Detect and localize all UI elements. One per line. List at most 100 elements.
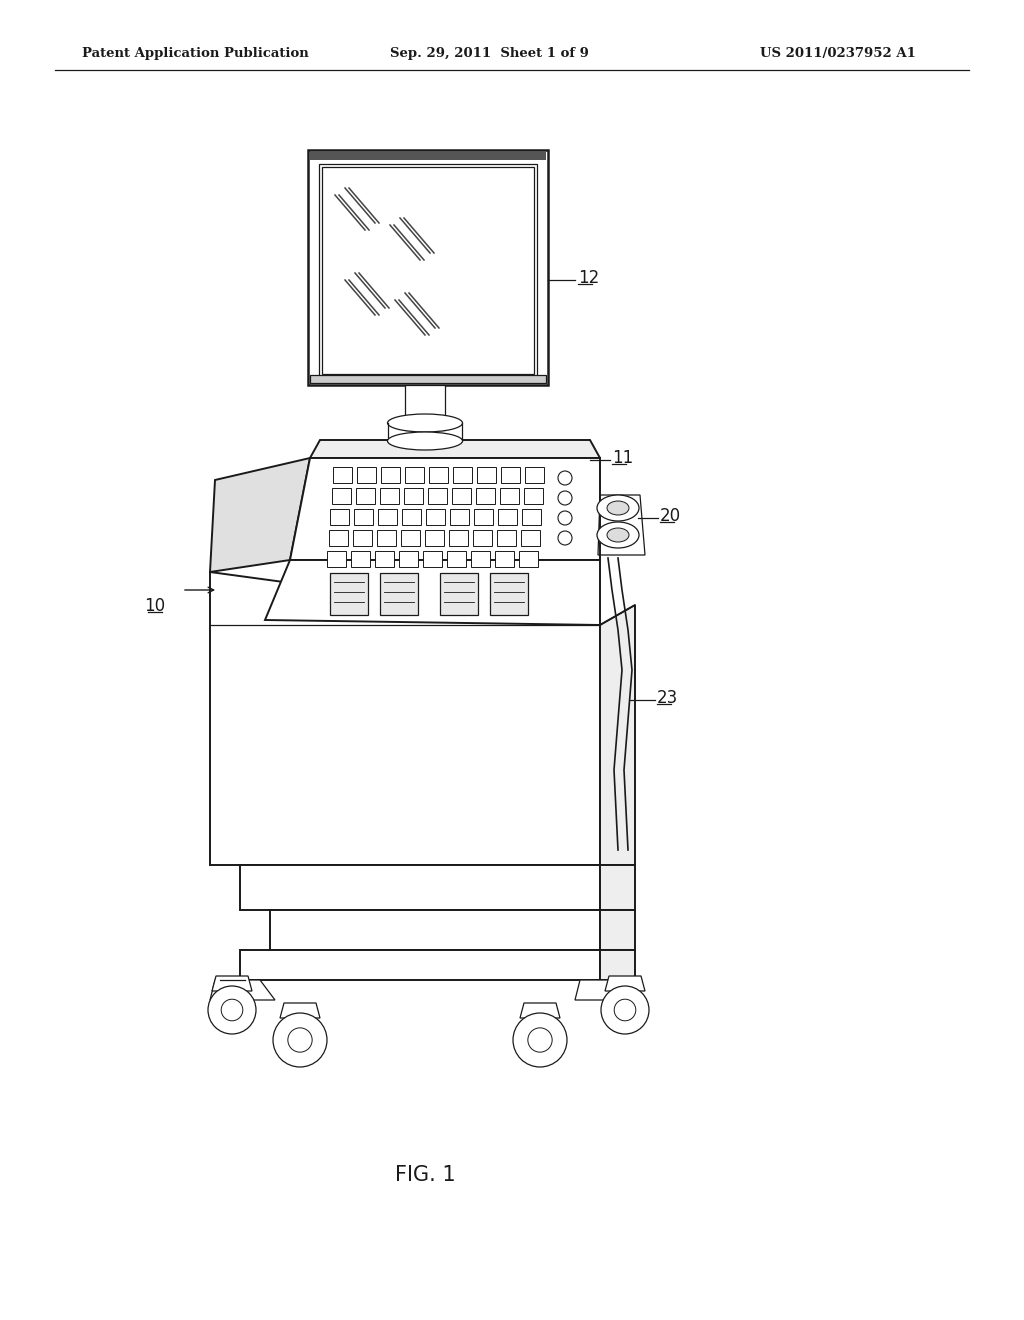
- Polygon shape: [440, 573, 478, 615]
- Polygon shape: [490, 573, 528, 615]
- Circle shape: [558, 511, 572, 525]
- Bar: [310, 152, 546, 160]
- Bar: [319, 164, 537, 378]
- Polygon shape: [265, 560, 600, 624]
- Text: Patent Application Publication: Patent Application Publication: [82, 48, 309, 61]
- Polygon shape: [605, 975, 645, 991]
- Polygon shape: [520, 1003, 560, 1018]
- Bar: [330, 510, 349, 525]
- Bar: [406, 385, 445, 430]
- Bar: [523, 488, 543, 504]
- Bar: [327, 550, 346, 568]
- Polygon shape: [240, 865, 600, 909]
- Bar: [500, 488, 518, 504]
- Bar: [471, 550, 490, 568]
- Bar: [399, 550, 418, 568]
- Bar: [423, 550, 442, 568]
- Bar: [447, 550, 466, 568]
- Bar: [495, 550, 514, 568]
- Text: 11: 11: [612, 449, 633, 467]
- Ellipse shape: [607, 528, 629, 543]
- Text: 10: 10: [144, 597, 166, 615]
- Bar: [381, 467, 400, 483]
- Circle shape: [601, 986, 649, 1034]
- Bar: [400, 531, 420, 546]
- Ellipse shape: [387, 432, 463, 450]
- Bar: [498, 510, 517, 525]
- Polygon shape: [380, 573, 418, 615]
- Bar: [475, 488, 495, 504]
- Bar: [357, 467, 376, 483]
- Polygon shape: [210, 979, 275, 1001]
- Bar: [332, 488, 350, 504]
- Circle shape: [558, 531, 572, 545]
- Bar: [352, 531, 372, 546]
- Bar: [426, 510, 445, 525]
- Bar: [402, 510, 421, 525]
- Ellipse shape: [387, 414, 463, 432]
- Bar: [425, 531, 443, 546]
- Polygon shape: [600, 605, 635, 865]
- Polygon shape: [290, 458, 600, 560]
- Text: 23: 23: [657, 689, 678, 708]
- Text: 20: 20: [660, 507, 681, 525]
- Polygon shape: [210, 458, 310, 572]
- Bar: [472, 531, 492, 546]
- Circle shape: [614, 999, 636, 1020]
- Bar: [375, 550, 394, 568]
- Bar: [322, 168, 534, 374]
- Polygon shape: [600, 909, 635, 950]
- Bar: [329, 531, 347, 546]
- Polygon shape: [240, 950, 600, 979]
- Circle shape: [221, 999, 243, 1020]
- Bar: [453, 467, 472, 483]
- Bar: [522, 510, 541, 525]
- Polygon shape: [270, 909, 600, 950]
- Polygon shape: [310, 440, 600, 458]
- Polygon shape: [212, 975, 252, 991]
- Bar: [351, 550, 370, 568]
- Bar: [355, 488, 375, 504]
- Bar: [429, 467, 449, 483]
- Bar: [377, 531, 395, 546]
- Text: 12: 12: [578, 269, 599, 286]
- Text: US 2011/0237952 A1: US 2011/0237952 A1: [760, 48, 915, 61]
- Circle shape: [273, 1012, 327, 1067]
- Bar: [378, 510, 397, 525]
- Circle shape: [527, 1028, 552, 1052]
- Text: Sep. 29, 2011  Sheet 1 of 9: Sep. 29, 2011 Sheet 1 of 9: [390, 48, 589, 61]
- Bar: [427, 488, 446, 504]
- Bar: [449, 531, 468, 546]
- Bar: [333, 467, 352, 483]
- Bar: [519, 550, 538, 568]
- Ellipse shape: [607, 502, 629, 515]
- Polygon shape: [280, 1003, 319, 1018]
- Polygon shape: [600, 865, 635, 909]
- Bar: [354, 510, 373, 525]
- Bar: [525, 467, 544, 483]
- Polygon shape: [210, 572, 600, 865]
- Circle shape: [208, 986, 256, 1034]
- Bar: [406, 467, 424, 483]
- Polygon shape: [600, 950, 635, 979]
- Bar: [403, 488, 423, 504]
- Circle shape: [513, 1012, 567, 1067]
- Ellipse shape: [597, 495, 639, 521]
- Bar: [477, 467, 496, 483]
- Bar: [474, 510, 493, 525]
- Circle shape: [288, 1028, 312, 1052]
- Polygon shape: [308, 150, 548, 385]
- Circle shape: [558, 471, 572, 484]
- Bar: [450, 510, 469, 525]
- Bar: [497, 531, 515, 546]
- Bar: [310, 375, 546, 383]
- Circle shape: [558, 491, 572, 506]
- Bar: [501, 467, 520, 483]
- Polygon shape: [575, 979, 640, 1001]
- Bar: [452, 488, 470, 504]
- Polygon shape: [330, 573, 368, 615]
- Text: FIG. 1: FIG. 1: [394, 1166, 456, 1185]
- Ellipse shape: [597, 521, 639, 548]
- Bar: [380, 488, 398, 504]
- Bar: [520, 531, 540, 546]
